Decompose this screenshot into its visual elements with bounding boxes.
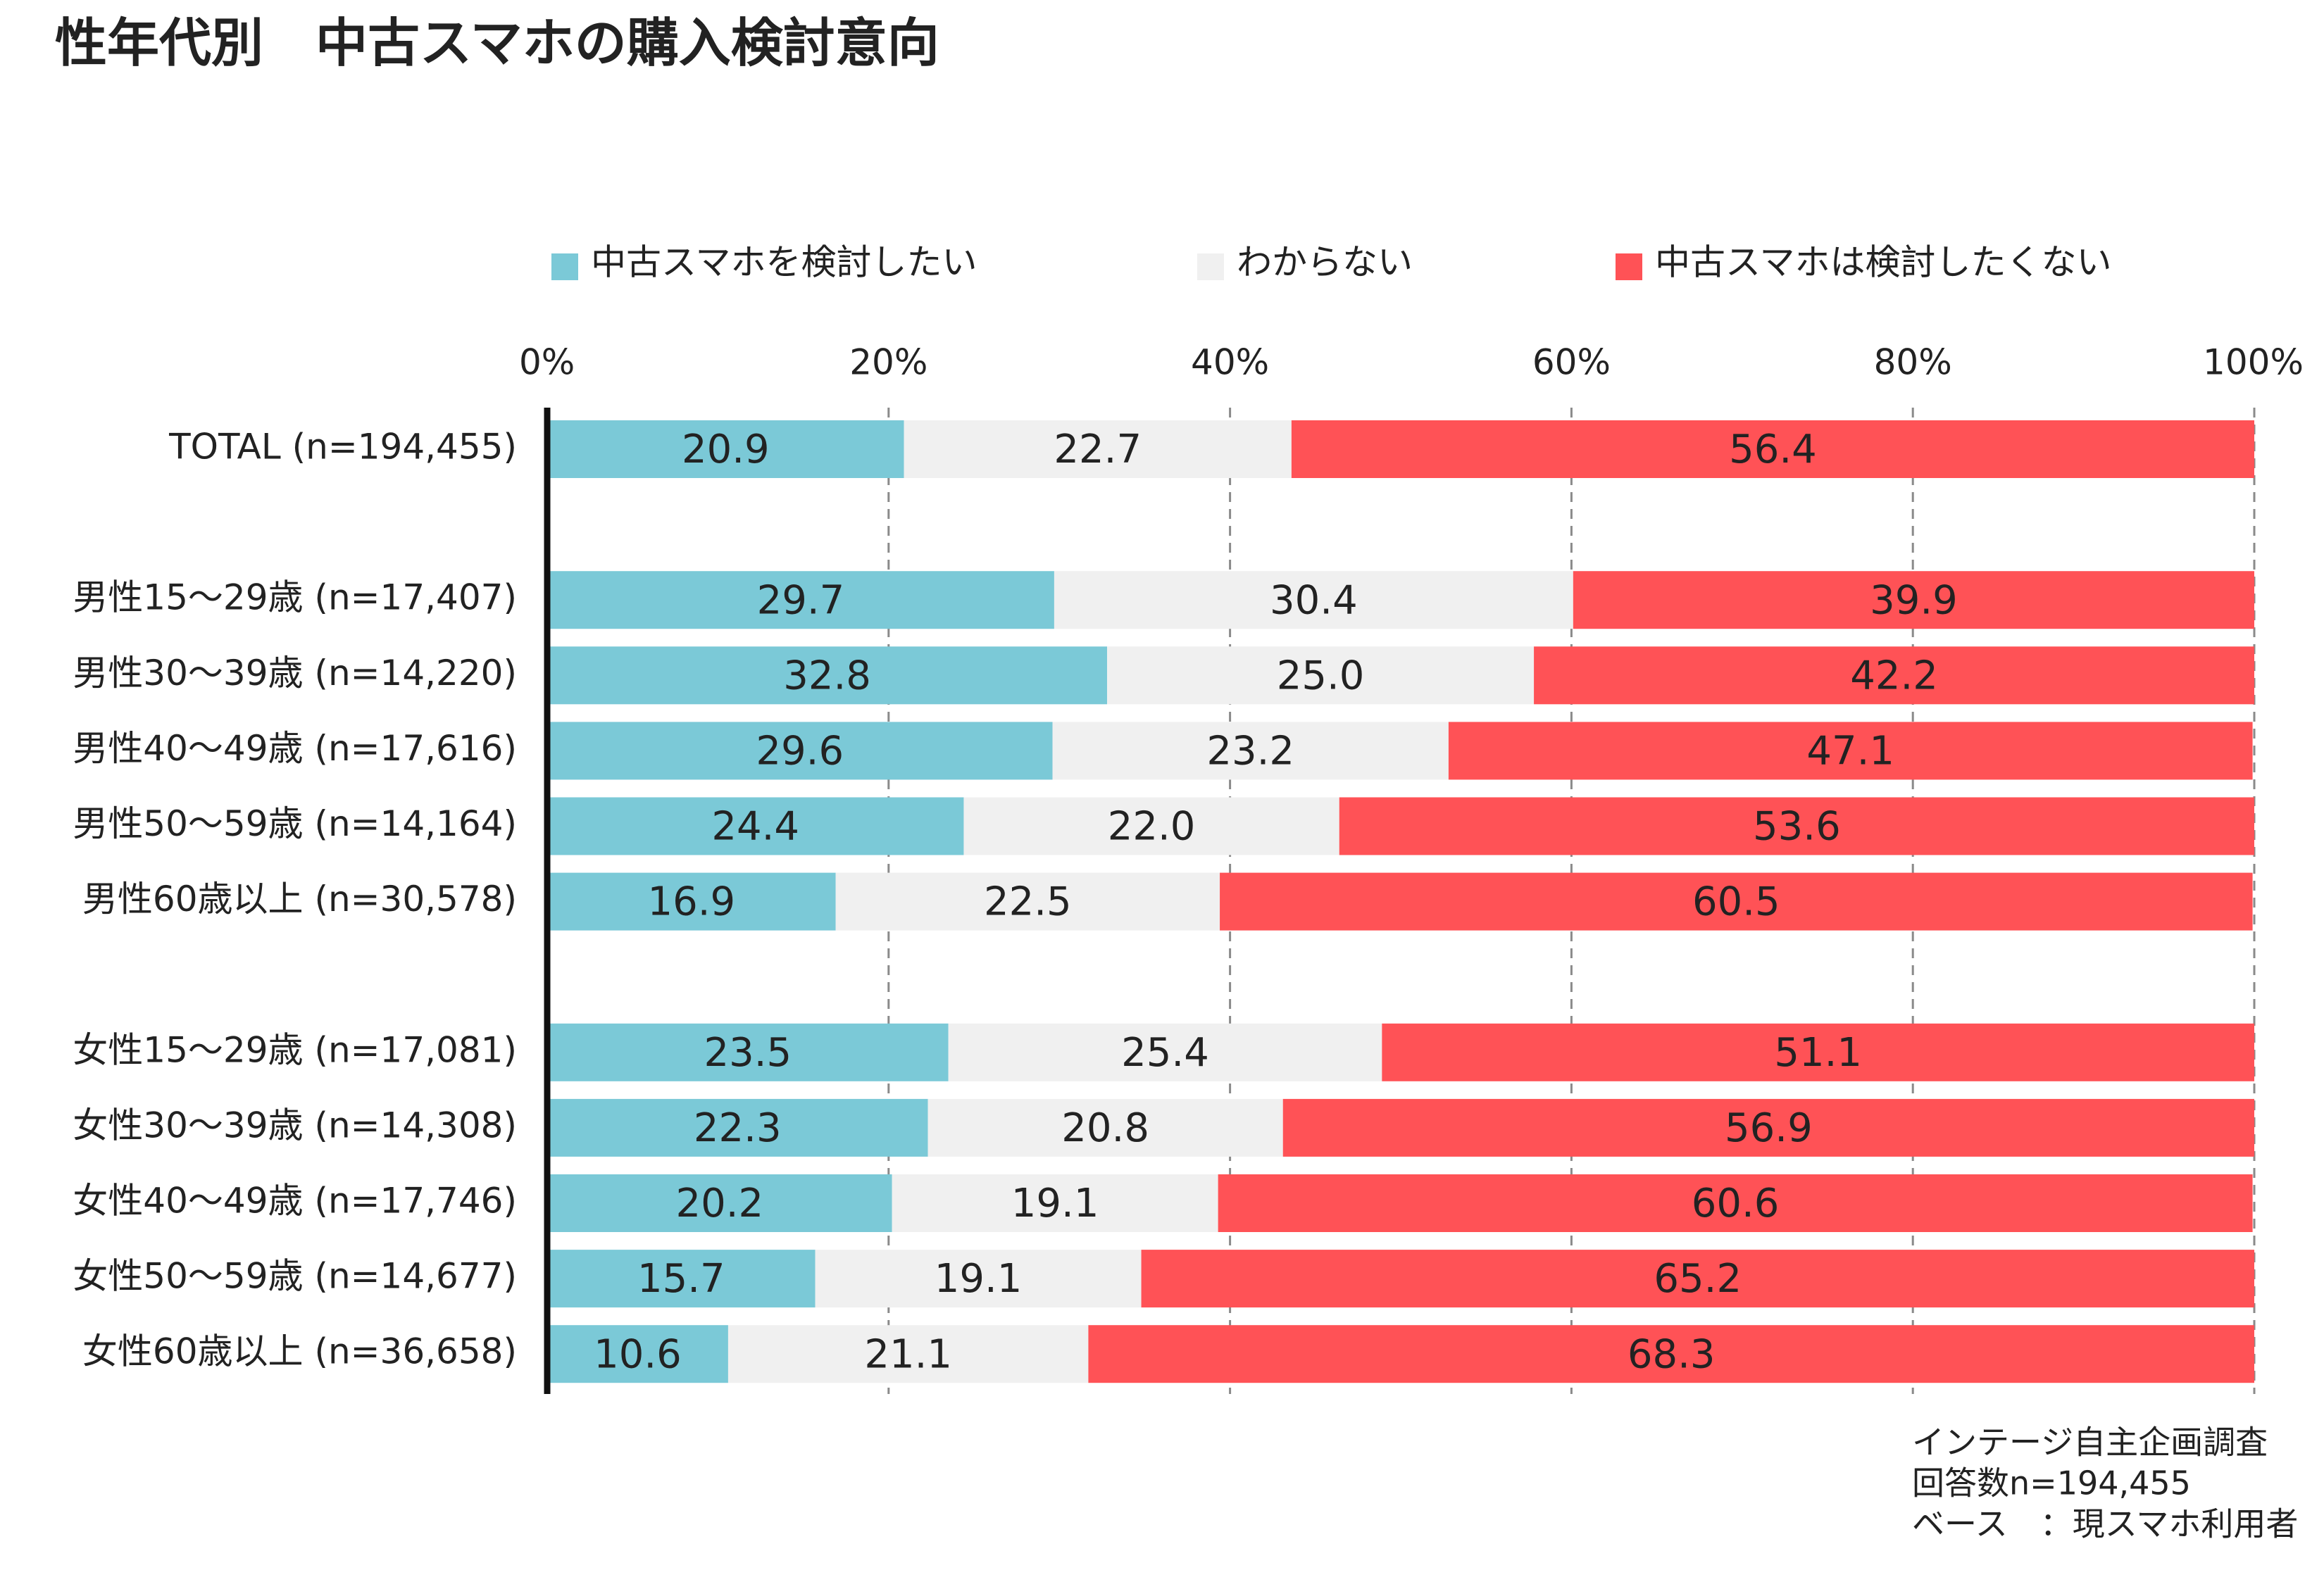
data-label: 56.9 xyxy=(1725,1105,1813,1151)
data-label: 25.0 xyxy=(1277,653,1365,698)
bar-segment xyxy=(948,1023,1382,1081)
category-label: 男性15～29歳 (n=17,407) xyxy=(73,577,517,618)
bar-segment xyxy=(547,1098,928,1157)
x-tick-label: 20% xyxy=(849,342,927,383)
category-label: 男性60歳以上 (n=30,578) xyxy=(82,879,517,919)
data-label: 53.6 xyxy=(1753,804,1841,850)
category-label: TOTAL (n=194,455) xyxy=(168,427,517,467)
legend-label: わからない xyxy=(1237,242,1413,283)
data-label: 23.2 xyxy=(1206,729,1294,774)
footnote: 回答数n=194,455 xyxy=(1912,1464,2191,1502)
bar-segment xyxy=(547,646,1108,705)
data-label: 16.9 xyxy=(647,879,735,925)
bar-segment xyxy=(1573,571,2254,629)
bar-segment xyxy=(547,797,964,855)
data-label: 60.5 xyxy=(1692,879,1780,925)
data-label: 22.3 xyxy=(694,1105,782,1151)
data-label: 22.7 xyxy=(1054,427,1142,472)
data-label: 30.4 xyxy=(1270,577,1358,623)
data-label: 60.6 xyxy=(1692,1181,1780,1226)
legend-swatch xyxy=(1616,253,1642,280)
bar-segment xyxy=(1382,1023,2254,1081)
data-label: 65.2 xyxy=(1654,1256,1742,1302)
data-label: 24.4 xyxy=(711,804,799,850)
data-label: 25.4 xyxy=(1121,1030,1209,1076)
bar-segment xyxy=(547,872,836,931)
data-label: 22.0 xyxy=(1108,804,1196,850)
bar-segment xyxy=(1291,420,2254,478)
x-tick-label: 40% xyxy=(1191,342,1269,383)
bar-segment xyxy=(547,722,1053,780)
category-label: 男性40～49歳 (n=17,616) xyxy=(73,728,517,769)
category-label: 女性50～59歳 (n=14,677) xyxy=(73,1256,517,1297)
data-label: 42.2 xyxy=(1850,653,1938,698)
bar-segment xyxy=(904,420,1292,478)
bar-segment xyxy=(892,1174,1218,1232)
category-label: 女性30～39歳 (n=14,308) xyxy=(73,1105,517,1145)
data-label: 47.1 xyxy=(1806,729,1894,774)
data-label: 19.1 xyxy=(935,1256,1023,1302)
x-tick-label: 100% xyxy=(2203,342,2304,383)
data-label: 20.9 xyxy=(682,427,770,472)
bar-segment xyxy=(727,1325,1089,1383)
x-tick-label: 80% xyxy=(1874,342,1952,383)
bar-segment xyxy=(1282,1098,2254,1157)
bar-segment xyxy=(547,420,904,478)
bar-segment xyxy=(835,872,1220,931)
data-label: 56.4 xyxy=(1729,427,1817,472)
bar-segment xyxy=(1054,571,1573,629)
category-label: 男性50～59歳 (n=14,164) xyxy=(73,803,517,844)
category-label: 男性30～39歳 (n=14,220) xyxy=(73,653,517,693)
data-label: 22.5 xyxy=(984,879,1072,925)
data-label: 39.9 xyxy=(1870,577,1958,623)
chart-title: 性年代別 中古スマホの購入検討意向 xyxy=(55,13,939,74)
bar-segment xyxy=(927,1098,1283,1157)
x-tick-label: 60% xyxy=(1532,342,1611,383)
bar-segment xyxy=(1534,646,2254,705)
data-label: 19.1 xyxy=(1011,1181,1099,1226)
category-label: 女性60歳以上 (n=36,658) xyxy=(82,1331,517,1372)
data-label: 68.3 xyxy=(1628,1331,1716,1377)
bar-segment xyxy=(547,1023,949,1081)
footnote: ベース ：現スマホ利用者 xyxy=(1912,1505,2298,1543)
category-label: 女性40～49歳 (n=17,746) xyxy=(73,1181,517,1222)
data-label: 29.6 xyxy=(756,729,844,774)
bar-segment xyxy=(547,571,1054,629)
data-label: 21.1 xyxy=(864,1331,952,1377)
data-label: 20.2 xyxy=(675,1181,763,1226)
bar-segment xyxy=(547,1174,892,1232)
bar-segment xyxy=(547,1250,816,1308)
x-tick-label: 0% xyxy=(519,342,575,383)
data-label: 51.1 xyxy=(1774,1030,1862,1076)
category-label: 女性15～29歳 (n=17,081) xyxy=(73,1029,517,1070)
bar-segment xyxy=(1218,1174,2253,1232)
data-label: 32.8 xyxy=(783,653,871,698)
bar-segment xyxy=(963,797,1339,855)
bar-segment xyxy=(1448,722,2253,780)
data-label: 20.8 xyxy=(1061,1105,1149,1151)
bar-segment xyxy=(1107,646,1535,705)
bar-segment xyxy=(1052,722,1449,780)
footnote: インテージ自主企画調査 xyxy=(1912,1424,2268,1462)
data-label: 29.7 xyxy=(757,577,845,623)
data-label: 15.7 xyxy=(637,1256,725,1302)
bar-segment xyxy=(1088,1325,2254,1383)
legend-label: 中古スマホは検討したくない xyxy=(1655,242,2112,283)
bar-segment xyxy=(1220,872,2253,931)
bar-segment xyxy=(547,1325,728,1383)
legend-label: 中古スマホを検討したい xyxy=(591,242,977,283)
bar-segment xyxy=(1141,1250,2254,1308)
data-label: 10.6 xyxy=(594,1331,682,1377)
legend-swatch xyxy=(551,253,578,280)
bar-segment xyxy=(815,1250,1142,1308)
data-label: 23.5 xyxy=(704,1030,792,1076)
bar-segment xyxy=(1339,797,2254,855)
legend-swatch xyxy=(1197,253,1224,280)
